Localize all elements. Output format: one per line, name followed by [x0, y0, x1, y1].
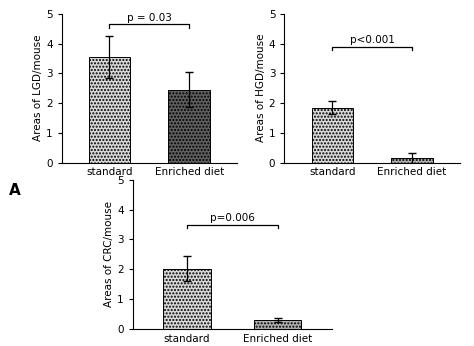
Bar — [254, 320, 301, 329]
Bar — [164, 268, 210, 329]
Text: A: A — [9, 183, 21, 199]
Y-axis label: Areas of LGD/mouse: Areas of LGD/mouse — [33, 35, 43, 142]
Bar — [311, 108, 353, 163]
Y-axis label: Areas of CRC/mouse: Areas of CRC/mouse — [104, 201, 114, 307]
Bar — [168, 90, 210, 163]
Text: p = 0.03: p = 0.03 — [127, 13, 172, 23]
Y-axis label: Areas of HGD/mouse: Areas of HGD/mouse — [256, 34, 266, 143]
Text: p=0.006: p=0.006 — [210, 213, 255, 224]
Bar — [391, 158, 433, 163]
Bar — [89, 57, 130, 163]
Text: B: B — [232, 183, 244, 199]
Text: p<0.001: p<0.001 — [350, 35, 394, 45]
